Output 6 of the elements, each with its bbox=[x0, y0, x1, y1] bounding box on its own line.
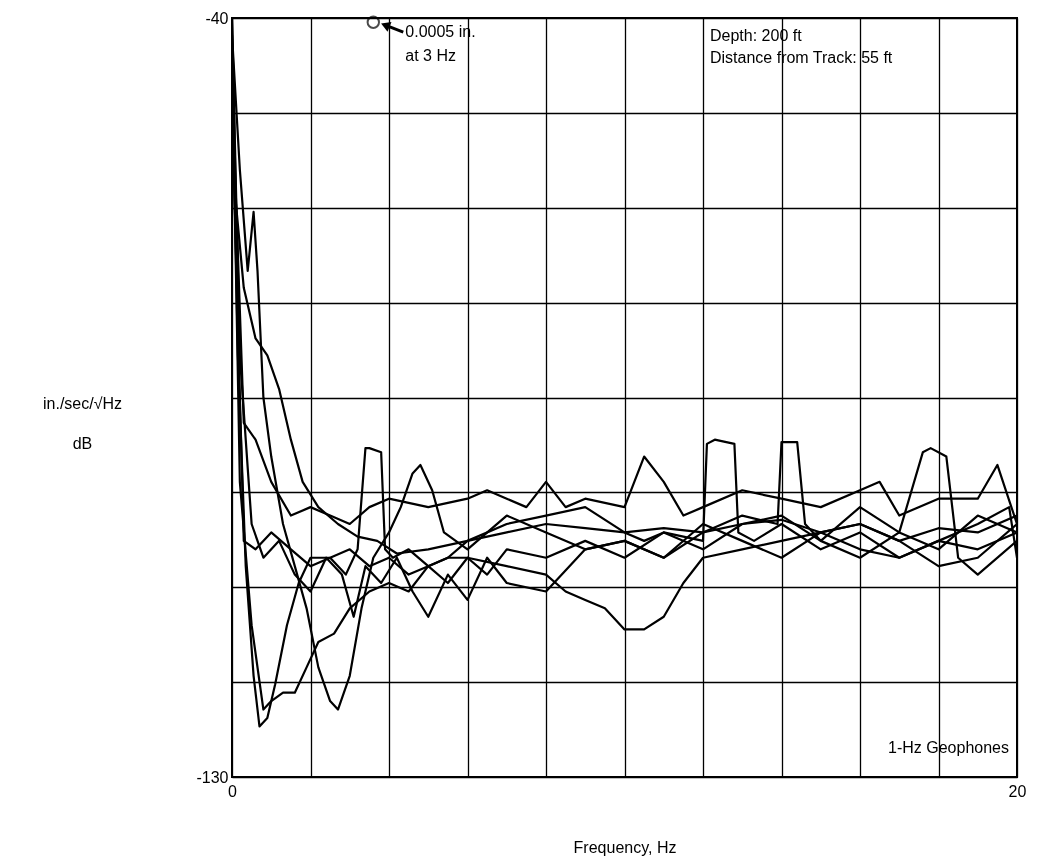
y-tick-label: -40 bbox=[205, 9, 229, 27]
x-axis-title: Frequency, Hz bbox=[573, 838, 677, 856]
text: in./sec/√Hz dB bbox=[42, 394, 123, 452]
x-tick-label: 0 bbox=[228, 782, 238, 800]
x-tick-label: 20 bbox=[1008, 782, 1027, 800]
y-tick-label: -130 bbox=[196, 768, 229, 786]
